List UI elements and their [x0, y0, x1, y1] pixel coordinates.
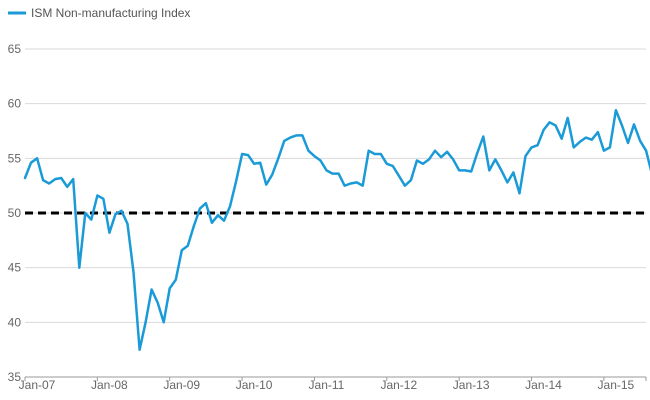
legend: ISM Non-manufacturing Index — [8, 6, 190, 20]
x-tick-label-Jan-09: Jan-09 — [163, 378, 200, 392]
x-axis: Jan-07 Jan-08 Jan-09 Jan-10 Jan-11 Jan-12 Jan-… — [19, 376, 647, 392]
x-tick-label-Jan-07: Jan-07 — [19, 378, 56, 392]
y-tick-label-50: 50 — [8, 206, 22, 220]
y-tick-label-45: 45 — [8, 261, 22, 275]
x-tick-label-Jan-08: Jan-08 — [91, 378, 128, 392]
x-tick-label-Jan-10: Jan-10 — [236, 378, 273, 392]
legend-label: ISM Non-manufacturing Index — [31, 6, 190, 20]
y-axis: 35 40 45 50 55 60 65 — [8, 42, 22, 384]
series-layer — [23, 108, 650, 351]
y-tick-label-55: 55 — [8, 151, 22, 165]
y-tick-label-65: 65 — [8, 42, 22, 56]
y-tick-label-60: 60 — [8, 97, 22, 111]
x-tick-label-Jan-13: Jan-13 — [453, 378, 490, 392]
x-tick-label-Jan-12: Jan-12 — [380, 378, 417, 392]
gridlines — [25, 48, 646, 323]
x-tick-label-Jan-11: Jan-11 — [309, 378, 345, 392]
y-tick-label-35: 35 — [8, 370, 22, 384]
series-line-ism — [23, 108, 650, 351]
x-tick-label-Jan-14: Jan-14 — [525, 378, 562, 392]
x-tick-label-Jan-15: Jan-15 — [598, 378, 635, 392]
y-tick-label-40: 40 — [8, 315, 22, 329]
